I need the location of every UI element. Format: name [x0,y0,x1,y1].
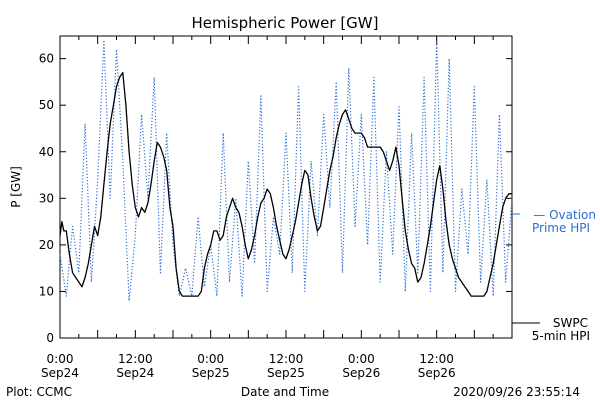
plot-timestamp: 2020/09/26 23:55:14 [453,385,580,399]
x-tick-label-day: Sep26 [342,366,380,380]
y-tick-label: 0 [46,331,54,345]
legend-swpc-label-2: 5-min HPI [532,329,590,343]
x-tick-label-day: Sep25 [192,366,230,380]
legend-swpc-label-1: SWPC [553,316,588,330]
x-tick-label-day: Sep24 [41,366,79,380]
x-tick-label-time: 0:00 [47,352,74,366]
x-tick-label-time: 12:00 [419,352,454,366]
x-axis-label: Date and Time [241,385,329,399]
x-tick-label-time: 12:00 [269,352,304,366]
y-tick-label: 40 [39,145,54,159]
legend-ovation-prime-label-1: — Ovation [533,208,596,222]
series-line-swpc [59,71,512,297]
legend: — Ovation Prime HPI SWPC 5-min HPI [512,208,596,343]
y-tick-label: 30 [39,191,54,205]
x-tick-label-day: Sep26 [418,366,456,380]
x-tick-label-day: Sep25 [267,366,305,380]
legend-swpc: SWPC 5-min HPI [512,316,590,343]
x-tick-label-day: Sep24 [116,366,154,380]
x-tick-label-time: 0:00 [348,352,375,366]
x-tick-label-time: 12:00 [118,352,153,366]
y-tick-label: 50 [39,98,54,112]
legend-ovation-prime: — Ovation Prime HPI [512,208,596,235]
series-line-ovation-prime [59,39,513,302]
plot-credit: Plot: CCMC [6,385,72,399]
x-tick-label-time: 0:00 [197,352,224,366]
y-axis-label: P [GW] [9,166,23,208]
y-axis: 0 10 20 30 40 50 60 [39,52,512,345]
y-tick-label: 60 [39,52,54,66]
legend-ovation-prime-label-2: Prime HPI [532,221,590,235]
y-tick-label: 20 [39,238,54,252]
chart-title: Hemispheric Power [GW] [192,14,379,32]
y-tick-label: 10 [39,284,54,298]
x-axis: 0:00Sep2412:00Sep240:00Sep2512:00Sep250:… [41,36,513,380]
series-layer [59,39,513,302]
